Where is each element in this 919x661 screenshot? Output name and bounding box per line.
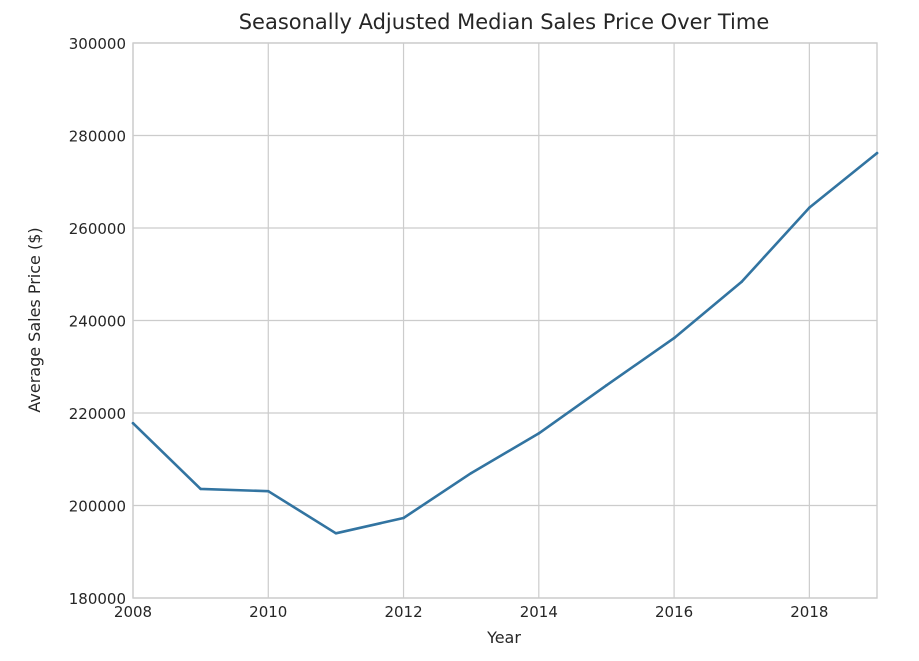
- y-tick-label: 240000: [69, 313, 126, 331]
- y-axis-title: Average Sales Price ($): [25, 227, 44, 412]
- y-tick-label: 280000: [69, 128, 126, 146]
- x-tick-label: 2018: [790, 603, 828, 621]
- data-point: [740, 280, 744, 283]
- x-axis-ticks: 2008 2010 2012 2014 2016 2018: [114, 603, 829, 621]
- chart-title: Seasonally Adjusted Median Sales Price O…: [239, 10, 770, 34]
- plot-frame: [132, 42, 878, 599]
- y-tick-label: 220000: [69, 405, 126, 423]
- data-point: [605, 383, 608, 387]
- x-tick-label: 2016: [655, 603, 693, 621]
- x-tick-label: 2010: [249, 603, 287, 621]
- y-tick-label: 260000: [69, 220, 126, 238]
- data-point: [875, 151, 879, 155]
- x-tick-label: 2008: [114, 603, 152, 621]
- data-point: [131, 421, 135, 425]
- data-point: [672, 336, 676, 340]
- data-point: [402, 516, 405, 520]
- series-layer: [131, 151, 879, 535]
- data-point: [334, 531, 338, 535]
- data-point: [199, 487, 202, 491]
- data-point: [808, 206, 811, 209]
- data-point: [537, 432, 541, 435]
- y-tick-label: 180000: [69, 590, 126, 608]
- x-tick-label: 2014: [520, 603, 558, 621]
- y-axis-ticks: 180000 200000 220000 240000 260000 280000 3000…: [69, 35, 126, 608]
- y-tick-label: 300000: [69, 35, 126, 53]
- x-tick-label: 2012: [384, 603, 422, 621]
- x-axis-title: Year: [486, 628, 521, 647]
- grid: [132, 42, 877, 599]
- data-point: [469, 471, 473, 475]
- series-line: [131, 151, 879, 535]
- data-point: [266, 489, 270, 493]
- y-tick-label: 200000: [69, 498, 126, 516]
